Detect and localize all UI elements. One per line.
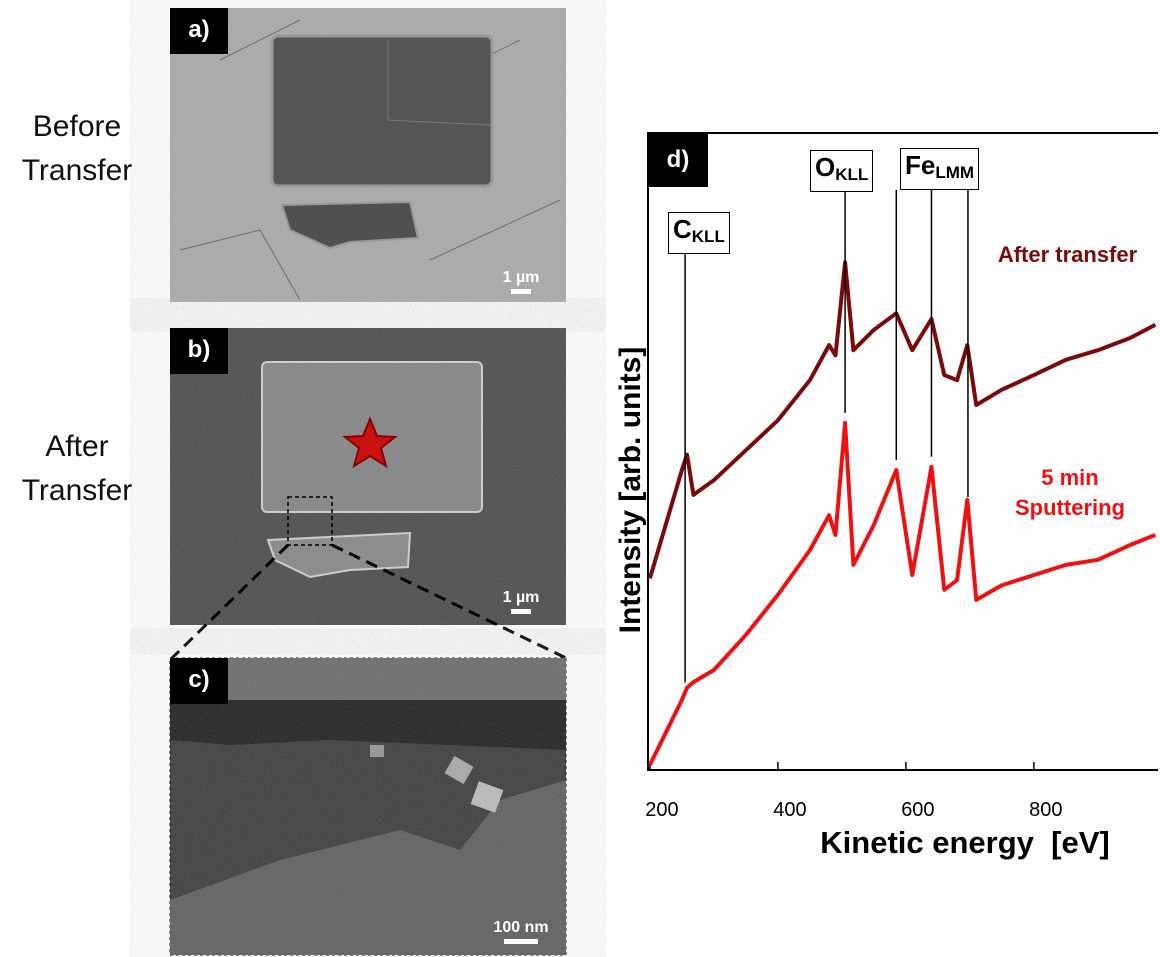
- series-label: After transfer: [975, 240, 1160, 270]
- x-tick-label: 800: [1029, 799, 1062, 821]
- scale-bar: 1 µm: [486, 589, 556, 614]
- peak-name: C: [673, 214, 692, 244]
- side-label: After Transfer: [2, 425, 152, 513]
- scale-text: 1 µm: [503, 589, 540, 606]
- x-axis-label: Kinetic energy [eV]: [820, 825, 1109, 860]
- x-tick-label: 200: [645, 799, 678, 821]
- figure: Kinetic energy [eV] Intensity [arb. unit…: [0, 0, 1160, 957]
- chart: Kinetic energy [eV] Intensity [arb. unit…: [0, 0, 1160, 957]
- x-tick-label: 600: [901, 799, 934, 821]
- peak-name: O: [815, 152, 835, 182]
- peak-label: OKLL: [810, 150, 873, 192]
- side-label: Before Transfer: [2, 105, 152, 193]
- peak-label: CKLL: [668, 212, 730, 254]
- panel-label: c): [170, 658, 228, 704]
- y-axis-label: Intensity [arb. units]: [614, 347, 647, 634]
- series-label: 5 min Sputtering: [990, 463, 1150, 523]
- peak-sub: LMM: [935, 163, 974, 182]
- scale-line: [511, 289, 531, 294]
- panel-label: b): [170, 328, 228, 374]
- x-tick-label: 400: [773, 799, 806, 821]
- chart-label: d): [648, 133, 708, 187]
- peak-sub: KLL: [692, 227, 725, 246]
- scale-line: [511, 609, 531, 614]
- peak-label: FeLMM: [900, 148, 979, 190]
- spectrum-line: [650, 262, 1156, 578]
- scale-bar: 1 µm: [486, 269, 556, 294]
- peak-name: Fe: [905, 150, 935, 180]
- scale-text: 100 nm: [493, 919, 548, 936]
- scale-text: 1 µm: [503, 269, 540, 286]
- peak-sub: KLL: [835, 165, 868, 184]
- scale-line: [504, 939, 538, 944]
- panel-label: a): [170, 8, 228, 54]
- scale-bar: 100 nm: [486, 919, 556, 944]
